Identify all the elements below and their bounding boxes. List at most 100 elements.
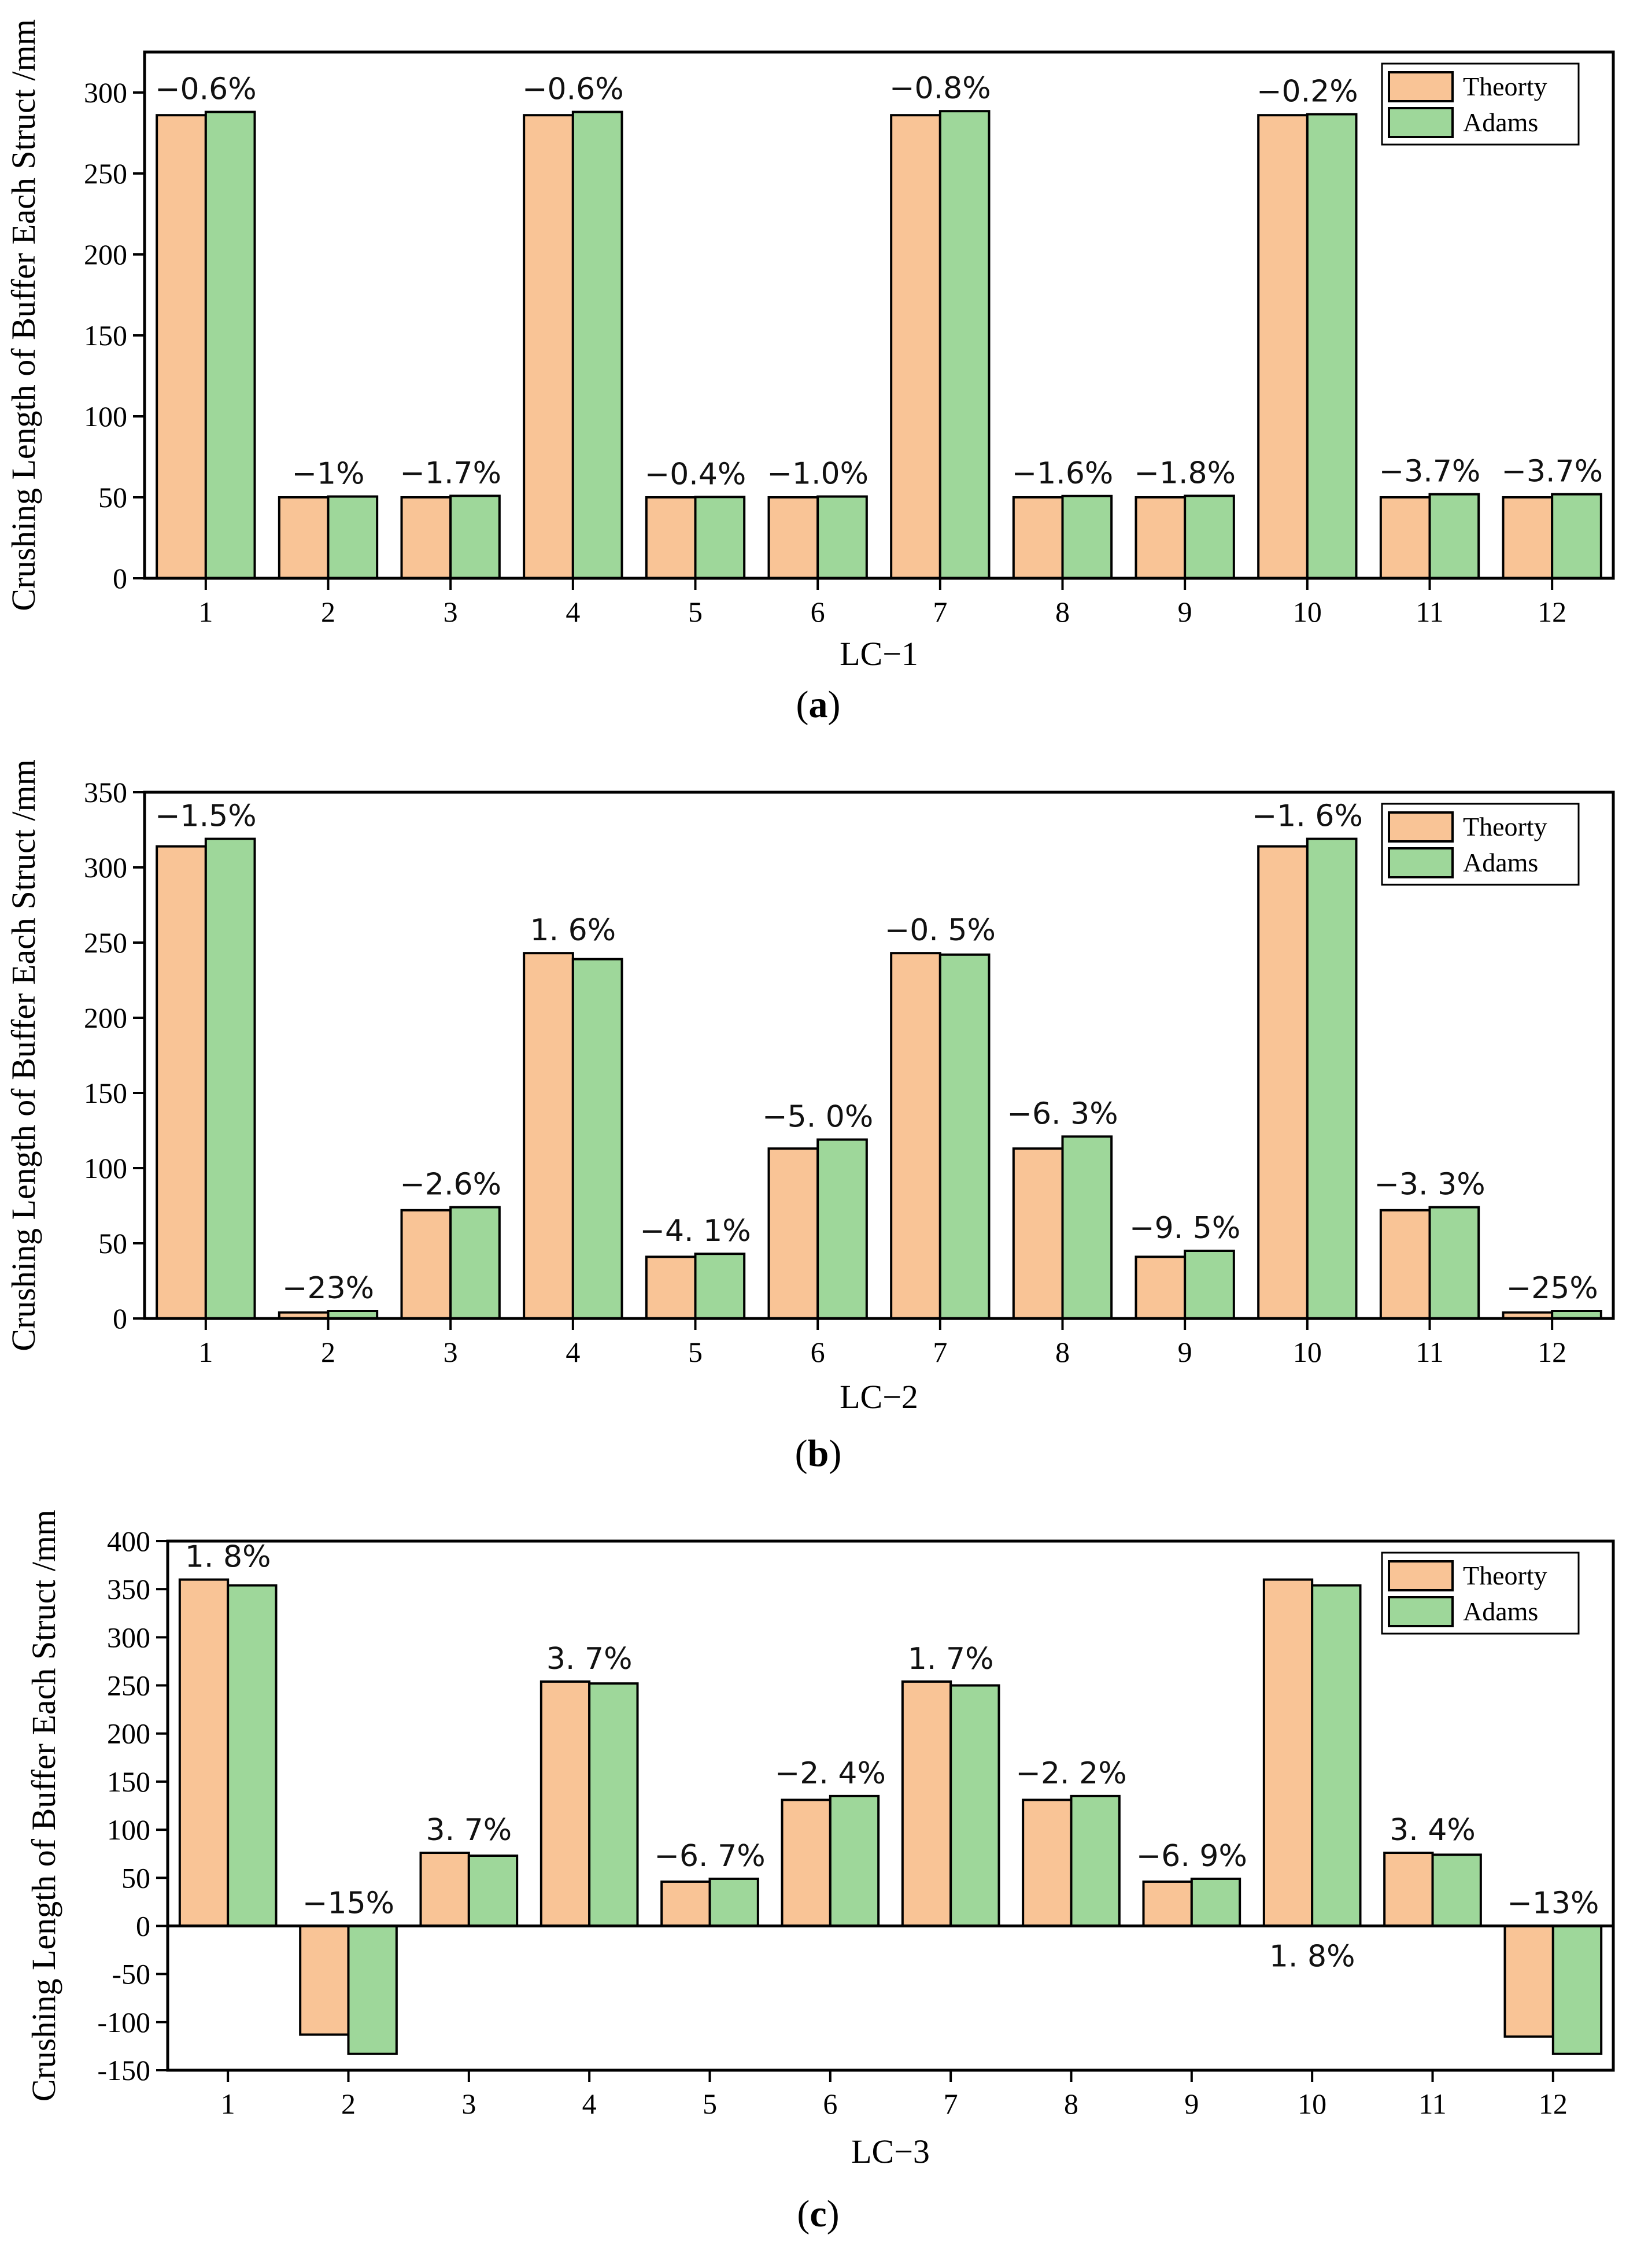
x-tick-label: 7 bbox=[933, 596, 947, 628]
x-axis-title: LC−2 bbox=[840, 1378, 918, 1416]
y-tick-label: 400 bbox=[107, 1525, 150, 1557]
bar-theorty-10 bbox=[1262, 1578, 1314, 1927]
data-label: −0. 5% bbox=[885, 913, 996, 948]
caption-open: ( bbox=[796, 684, 809, 726]
bar-adams-7 bbox=[949, 1684, 1000, 1927]
x-tick-label: 5 bbox=[703, 2088, 717, 2120]
panel-caption: (a) bbox=[796, 684, 841, 726]
bar-theorty-7 bbox=[890, 952, 941, 1320]
bar-adams-9 bbox=[1190, 1877, 1241, 1927]
bar-adams-3 bbox=[449, 1206, 501, 1320]
data-label: −3.7% bbox=[1501, 455, 1603, 489]
y-tick-label: 150 bbox=[84, 319, 127, 352]
bar-theorty-3 bbox=[419, 1852, 470, 1927]
data-label: −3.7% bbox=[1379, 455, 1481, 489]
bar-adams-4 bbox=[571, 110, 623, 580]
bar-adams-9 bbox=[1184, 1250, 1235, 1320]
x-tick-label: 10 bbox=[1293, 1336, 1322, 1368]
bar-adams-12 bbox=[1551, 1925, 1603, 2055]
y-tick-label: 150 bbox=[107, 1765, 150, 1798]
bar-adams-8 bbox=[1061, 494, 1113, 580]
bar-theorty-1 bbox=[178, 1578, 230, 1927]
y-tick-label: 200 bbox=[84, 238, 127, 271]
bar-theorty-5 bbox=[645, 1255, 697, 1320]
bar-adams-10 bbox=[1306, 113, 1358, 579]
bar-theorty-12 bbox=[1503, 1925, 1554, 2038]
x-tick-label: 5 bbox=[688, 596, 703, 628]
x-tick-label: 9 bbox=[1178, 596, 1192, 628]
bar-theorty-5 bbox=[660, 1880, 711, 1927]
y-tick-label: -100 bbox=[97, 2006, 150, 2038]
x-tick-label: 8 bbox=[1055, 1336, 1070, 1368]
bar-adams-7 bbox=[938, 953, 991, 1320]
bar-theorty-1 bbox=[156, 114, 207, 579]
bar-theorty-2 bbox=[278, 496, 330, 579]
bar-theorty-8 bbox=[1022, 1798, 1073, 1927]
legend-swatch-theorty bbox=[1388, 71, 1454, 102]
x-tick-label: 2 bbox=[321, 596, 335, 628]
x-tick-label: 11 bbox=[1418, 2088, 1446, 2120]
y-axis-title: Crushing Length of Buffer Each Struct /m… bbox=[25, 1510, 62, 2101]
y-tick-label: 0 bbox=[136, 1909, 150, 1942]
bar-theorty-11 bbox=[1379, 1209, 1431, 1320]
legend-swatch-adams bbox=[1388, 107, 1454, 138]
bar-adams-3 bbox=[449, 494, 501, 579]
bar-adams-10 bbox=[1311, 1584, 1362, 1927]
y-tick-label: 300 bbox=[107, 1621, 150, 1653]
data-label: −4. 1% bbox=[640, 1214, 751, 1248]
y-axis-title: Crushing Length of Buffer Each Struct /m… bbox=[5, 759, 42, 1351]
bar-theorty-8 bbox=[1012, 1147, 1064, 1320]
legend-label-adams: Adams bbox=[1463, 848, 1538, 877]
y-tick-label: 150 bbox=[84, 1077, 127, 1109]
y-tick-label: 300 bbox=[84, 851, 127, 884]
y-tick-label: 300 bbox=[84, 76, 127, 109]
data-label: −1.6% bbox=[1012, 456, 1114, 491]
x-tick-label: 3 bbox=[461, 2088, 476, 2120]
x-tick-label: 4 bbox=[582, 2088, 597, 2120]
y-tick-label: 250 bbox=[107, 1669, 150, 1702]
bar-adams-7 bbox=[938, 110, 991, 579]
bar-theorty-6 bbox=[767, 1147, 819, 1320]
x-tick-label: 9 bbox=[1184, 2088, 1199, 2120]
data-label: −1% bbox=[291, 457, 364, 492]
bar-adams-5 bbox=[694, 496, 746, 579]
bar-adams-12 bbox=[1551, 493, 1602, 579]
y-tick-label: -150 bbox=[97, 2054, 150, 2086]
data-label: 1. 6% bbox=[530, 913, 616, 948]
data-label: −25% bbox=[1506, 1271, 1598, 1306]
legend-label-theorty: Theorty bbox=[1463, 812, 1547, 841]
bar-theorty-3 bbox=[400, 1209, 452, 1320]
y-tick-label: 200 bbox=[107, 1717, 150, 1750]
y-tick-label: 0 bbox=[113, 562, 127, 594]
legend-label-adams: Adams bbox=[1463, 108, 1538, 137]
bar-adams-5 bbox=[708, 1877, 759, 1927]
y-tick-label: 350 bbox=[107, 1573, 150, 1605]
panel-caption: (c) bbox=[797, 2193, 839, 2235]
x-tick-label: 11 bbox=[1416, 596, 1443, 628]
caption-letter: a bbox=[809, 684, 828, 726]
data-label: −0.4% bbox=[645, 457, 747, 492]
caption-letter: c bbox=[810, 2193, 826, 2235]
bar-adams-10 bbox=[1306, 837, 1358, 1320]
x-tick-label: 7 bbox=[944, 2088, 958, 2120]
bar-adams-2 bbox=[347, 1925, 398, 2055]
x-tick-label: 1 bbox=[198, 596, 213, 628]
legend-label-theorty: Theorty bbox=[1463, 72, 1547, 101]
x-tick-label: 7 bbox=[933, 1336, 947, 1368]
data-label: −0.6% bbox=[522, 72, 624, 107]
legend-swatch-theorty bbox=[1388, 811, 1454, 843]
y-tick-label: 100 bbox=[107, 1813, 150, 1846]
x-tick-label: 12 bbox=[1539, 2088, 1568, 2120]
x-tick-label: 8 bbox=[1055, 596, 1070, 628]
bar-adams-8 bbox=[1070, 1794, 1121, 1927]
x-tick-label: 12 bbox=[1538, 1336, 1566, 1368]
bar-adams-1 bbox=[227, 1584, 278, 1927]
data-label: −2. 2% bbox=[1015, 1756, 1126, 1791]
data-label: −23% bbox=[282, 1271, 374, 1306]
data-label: 3. 7% bbox=[546, 1642, 633, 1676]
panel-caption: (b) bbox=[795, 1432, 842, 1475]
x-tick-label: 2 bbox=[321, 1336, 335, 1368]
